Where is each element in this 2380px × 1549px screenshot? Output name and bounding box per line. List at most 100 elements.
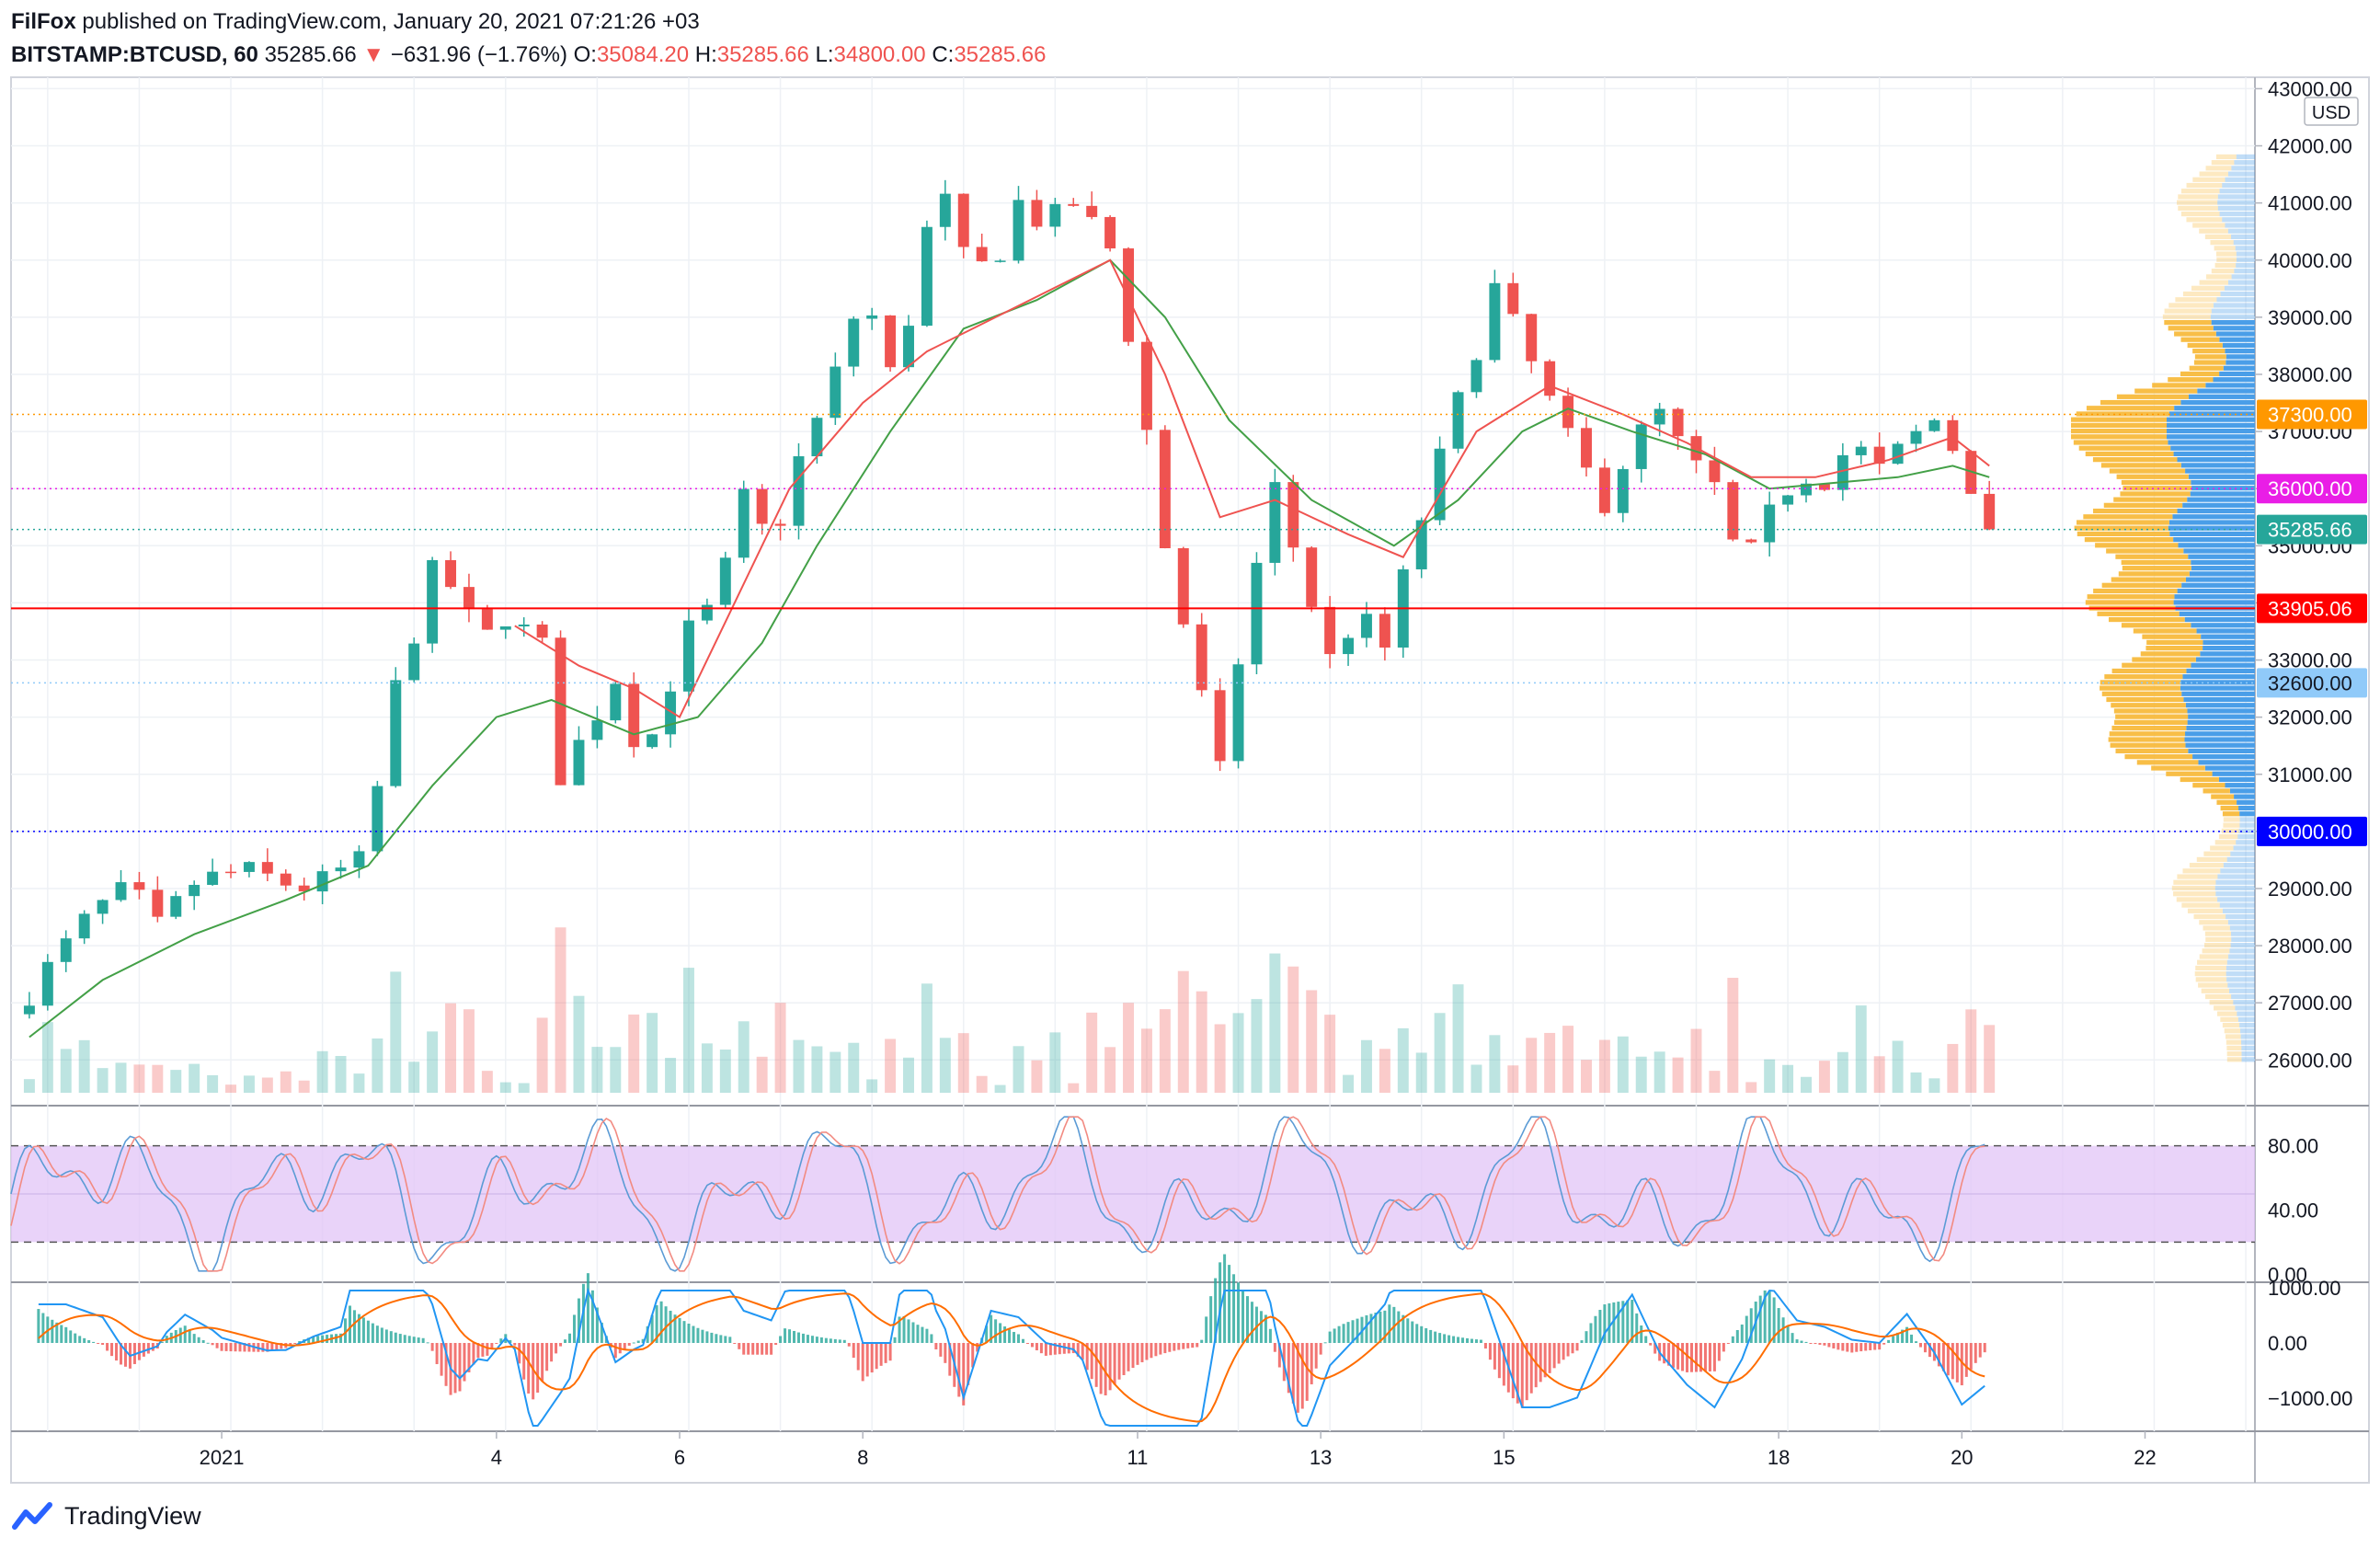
volume-profile-bar — [2213, 377, 2255, 383]
macd-histogram-bar — [916, 1325, 920, 1343]
volume-bar — [408, 1061, 420, 1093]
volume-profile-bar — [2194, 971, 2226, 977]
volume-profile-bar — [2206, 274, 2232, 280]
volume-profile-bar — [2095, 543, 2179, 548]
volume-profile-bar — [2191, 479, 2255, 486]
candle-body — [78, 913, 90, 939]
volume-bar — [885, 1038, 897, 1093]
volume-bar — [1306, 990, 1318, 1093]
macd-histogram-bar — [1918, 1343, 1922, 1348]
candle-body — [903, 326, 914, 368]
macd-histogram-bar — [1452, 1336, 1456, 1343]
macd-histogram-bar — [298, 1340, 302, 1343]
volume-profile-bar — [2203, 639, 2255, 646]
volume-bar — [1287, 966, 1299, 1093]
volume-profile-bar — [2229, 925, 2255, 931]
volume-profile-bar — [2106, 696, 2184, 703]
macd-histogram-bar — [1768, 1291, 1771, 1343]
volume-profile-bar — [2240, 1034, 2255, 1039]
symbol-label[interactable]: BITSTAMP:BTCUSD, 60 — [11, 42, 258, 67]
volume-profile-bar — [2217, 1011, 2237, 1016]
volume-bar — [1232, 1013, 1244, 1093]
macd-histogram-bar — [206, 1342, 210, 1344]
volume-profile-bar — [2100, 463, 2181, 468]
candle-body — [225, 871, 236, 874]
price-label-text: 36000.00 — [2268, 477, 2352, 500]
volume-profile-bar — [2199, 280, 2229, 285]
macd-histogram-bar — [1310, 1343, 1313, 1384]
macd-histogram-bar — [1663, 1343, 1666, 1364]
volume-bar — [499, 1082, 511, 1093]
volume-profile-bar — [2210, 845, 2234, 851]
macd-histogram-bar — [1832, 1343, 1836, 1348]
macd-histogram-bar — [1534, 1343, 1538, 1388]
macd-histogram-bar — [1356, 1318, 1359, 1343]
volume-profile-bar — [2219, 371, 2255, 377]
macd-histogram-bar — [1791, 1333, 1794, 1343]
volume-bar — [1251, 999, 1263, 1093]
volume-bar — [60, 1049, 72, 1093]
candle-body — [243, 862, 255, 872]
macd-histogram-bar — [1763, 1290, 1767, 1343]
volume-profile-bar — [2173, 536, 2255, 543]
volume-profile-bar — [2167, 417, 2255, 422]
volume-profile-bar — [2097, 611, 2180, 616]
macd-histogram-bar — [1557, 1343, 1561, 1364]
macd-histogram-bar — [1388, 1304, 1391, 1343]
macd-histogram-bar — [856, 1343, 860, 1371]
candle-body — [1177, 547, 1189, 625]
macd-histogram-bar — [1245, 1296, 1249, 1343]
macd-histogram-bar — [326, 1335, 329, 1343]
volume-bar — [1068, 1083, 1080, 1093]
macd-histogram-bar — [1479, 1339, 1482, 1343]
candle-body — [41, 961, 53, 1006]
volume-profile-bar — [2192, 223, 2226, 228]
candle-body — [811, 418, 823, 457]
ohlc-line: BITSTAMP:BTCUSD, 60 35285.66 ▼ −631.96 (… — [11, 39, 2365, 72]
volume-bar — [1360, 1039, 1372, 1093]
volume-bar — [1984, 1025, 1996, 1093]
macd-histogram-bar — [944, 1343, 947, 1363]
volume-profile-bar — [2172, 514, 2255, 520]
open-value: 35084.20 — [596, 42, 690, 67]
candle-body — [1984, 493, 1996, 530]
candle-body — [1415, 520, 1427, 569]
price-label-badge — [2257, 816, 2367, 846]
macd-histogram-bar — [1672, 1343, 1676, 1368]
volume-profile-bar — [2184, 737, 2255, 742]
volume-profile-bar — [2101, 582, 2182, 588]
volume-bar — [1140, 1028, 1152, 1093]
volume-profile-bar — [2188, 474, 2255, 479]
footer-brand[interactable]: TradingView — [64, 1501, 201, 1530]
volume-profile-bar — [2122, 662, 2191, 668]
author-name[interactable]: FilFox — [11, 9, 76, 34]
volume-profile-bar — [2185, 742, 2255, 748]
macd-histogram-bar — [403, 1335, 406, 1343]
volume-bar — [701, 1043, 713, 1093]
macd-histogram-bar — [1090, 1343, 1093, 1380]
volume-profile-bar — [2199, 228, 2228, 234]
volume-profile-bar — [2227, 228, 2255, 234]
volume-profile-bar — [2145, 646, 2203, 651]
stochastic-tick-label: 0.00 — [2268, 1263, 2307, 1286]
volume-profile-bar — [2215, 331, 2255, 337]
macd-histogram-bar — [1571, 1343, 1574, 1354]
time-tick-label: 18 — [1768, 1446, 1790, 1469]
volume-profile-bar — [2235, 246, 2255, 251]
macd-histogram-bar — [1786, 1325, 1790, 1343]
macd-histogram-bar — [238, 1343, 242, 1352]
volume-profile-bar — [2180, 685, 2255, 691]
volume-profile-bar — [2164, 319, 2212, 326]
volume-bar — [316, 1050, 328, 1093]
volume-bar — [1196, 991, 1207, 1093]
volume-profile-bar — [2222, 217, 2255, 223]
macd-histogram-bar — [733, 1343, 737, 1344]
volume-profile-bar — [2214, 262, 2237, 269]
volume-profile-bar — [2123, 486, 2192, 491]
volume-profile-bar — [2162, 314, 2211, 319]
candle-body — [335, 867, 347, 872]
volume-bar — [481, 1071, 493, 1093]
macd-histogram-bar — [962, 1343, 966, 1406]
macd-histogram-bar — [224, 1343, 228, 1351]
